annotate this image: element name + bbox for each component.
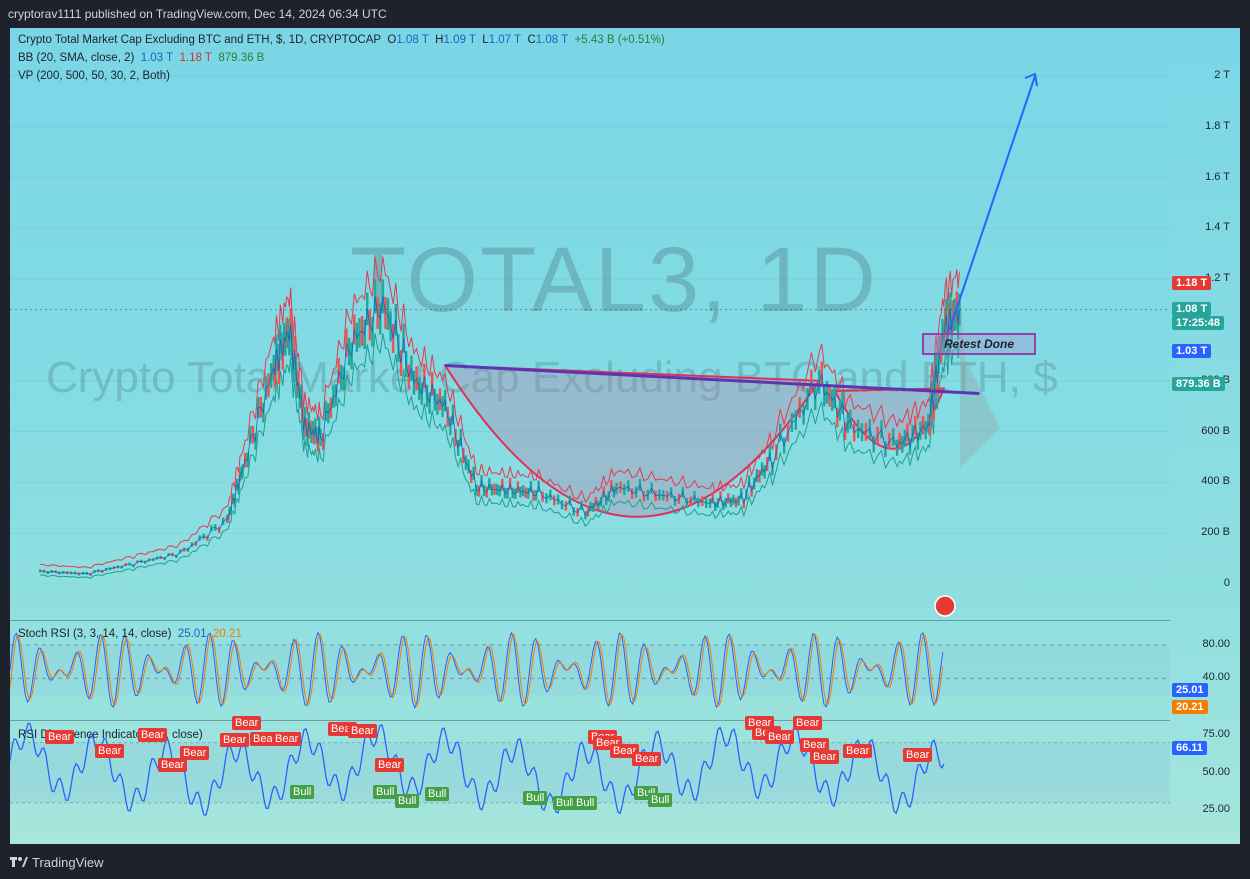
legend-o-label: O xyxy=(387,34,397,46)
bear-signal-label: Bear xyxy=(765,730,795,744)
legend-c-label: C xyxy=(527,34,536,46)
bear-signal-label: Bear xyxy=(375,758,405,772)
legend-l-label: L xyxy=(482,34,489,46)
bb-lower-line xyxy=(39,333,960,579)
bull-signal-label: Bull xyxy=(573,796,598,810)
projection-arrow-head-icon xyxy=(1024,72,1038,87)
bear-signal-label: Bear xyxy=(903,748,933,762)
bull-signal-label: Bull xyxy=(523,791,548,805)
indicator-badge: 66.11 xyxy=(1172,740,1207,755)
bear-signal-label: Bear xyxy=(632,752,662,766)
rsi-tick-label: 25.00 xyxy=(1202,803,1230,816)
bear-signal-label: Bear xyxy=(45,730,75,744)
price-series-line xyxy=(39,296,960,575)
price-tick-label: 1.2 T xyxy=(1205,272,1230,285)
price-tick-label: 2.2 T xyxy=(1205,18,1230,31)
bear-signal-label: Bear xyxy=(138,728,168,742)
stoch-tick-label: 40.00 xyxy=(1202,671,1230,684)
bear-signal-label: Bear xyxy=(843,744,873,758)
watermark-symbol: TOTAL3, 1D xyxy=(350,229,878,331)
bull-signal-label: Bull xyxy=(395,794,420,808)
bull-signal-label: Bull xyxy=(648,793,673,807)
legend-bb-upper: 1.18 T xyxy=(179,52,212,64)
legend-bb-basis: 1.03 T xyxy=(140,52,174,64)
legend-h-label: H xyxy=(435,34,444,46)
rsi-tick-label: 50.00 xyxy=(1202,765,1230,778)
pane-separator-rsi[interactable] xyxy=(10,720,1170,721)
indicator-badge: 20.21 xyxy=(1172,700,1208,714)
bull-signal-label: Bull xyxy=(373,785,398,799)
legend-stoch: Stoch RSI (3, 3, 14, 14, close) 25.01 20… xyxy=(18,628,242,640)
price-tick-label: 600 B xyxy=(1201,424,1230,437)
rsi-tick-label: 75.00 xyxy=(1202,728,1230,741)
price-tick-label: 200 B xyxy=(1201,526,1230,539)
bear-signal-label: Bear xyxy=(95,744,125,758)
pane-separator-stoch[interactable] xyxy=(10,620,1170,621)
bull-signal-label: Bull xyxy=(290,785,315,799)
legend-bb-title: BB (20, SMA, close, 2) xyxy=(18,52,135,64)
legend-high: 1.09 T xyxy=(443,34,476,46)
stoch-tick-label: 80.00 xyxy=(1202,637,1230,650)
bear-signal-label: Bear xyxy=(610,744,640,758)
price-badge: 1.18 T xyxy=(1172,276,1212,291)
price-tick-label: 400 B xyxy=(1201,475,1230,488)
bull-signal-label: Bull xyxy=(553,796,578,810)
legend-bb: BB (20, SMA, close, 2) 1.03 T 1.18 T 879… xyxy=(18,52,264,64)
bull-signal-label: Bull xyxy=(425,787,450,801)
indicator-badge: 25.01 xyxy=(1172,683,1208,697)
candle-0 xyxy=(38,569,42,573)
legend-open: 1.08 T xyxy=(396,34,429,46)
footer-brand: TradingView xyxy=(32,855,104,870)
bear-signal-label: Bear xyxy=(180,746,210,760)
bear-signal-label: Bear xyxy=(810,750,840,764)
legend-change: +5.43 B (+0.51%) xyxy=(574,34,665,46)
legend-main: Crypto Total Market Cap Excluding BTC an… xyxy=(18,34,665,46)
price-badge: 1.08 T xyxy=(1172,301,1212,316)
volume-profile xyxy=(960,288,1000,468)
projection-arrow xyxy=(948,75,1036,331)
publish-info: cryptorav1111 published on TradingView.c… xyxy=(8,7,387,21)
bear-signal-label: Bear xyxy=(348,724,378,738)
price-tick-label: 0 xyxy=(1223,577,1230,589)
legend-bb-lower: 879.36 B xyxy=(218,52,265,64)
price-tick-label: 2 T xyxy=(1214,69,1230,81)
bear-signal-label: Bear xyxy=(250,732,280,746)
bb-upper-line xyxy=(39,256,960,569)
price-tick-label: 1.6 T xyxy=(1205,170,1230,183)
stoch-d-line xyxy=(10,632,944,708)
price-badge: 1.03 T xyxy=(1172,344,1212,359)
price-tick-label: 1.8 T xyxy=(1205,119,1230,132)
price-badge: 879.36 B xyxy=(1172,376,1225,391)
neckline xyxy=(445,364,980,395)
legend-title: Crypto Total Market Cap Excluding BTC an… xyxy=(18,34,382,46)
bear-signal-label: Bear xyxy=(158,758,188,772)
us-flag-icon xyxy=(934,595,956,617)
watermark-name: Crypto Total Market Cap Excluding BTC an… xyxy=(46,353,1058,402)
bear-signal-label: Bear xyxy=(272,732,302,746)
bear-signal-label: Bear xyxy=(800,738,830,752)
bear-signal-label: Bear xyxy=(793,716,823,730)
legend-vp: VP (200, 500, 50, 30, 2, Both) xyxy=(18,70,170,82)
legend-stoch-d: 20.21 xyxy=(212,628,242,640)
chart-svg[interactable] xyxy=(10,28,1170,844)
chart-area[interactable]: TOTAL3, 1D Crypto Total Market Cap Exclu… xyxy=(10,28,1170,844)
legend-stoch-title: Stoch RSI (3, 3, 14, 14, close) xyxy=(18,628,172,640)
annotation-retest[interactable]: Retest Done xyxy=(922,333,1036,355)
footer: TradingView xyxy=(0,846,1250,879)
legend-low: 1.07 T xyxy=(488,34,522,46)
price-tick-label: 1.4 T xyxy=(1205,221,1230,234)
bear-signal-label: Bear xyxy=(220,733,250,747)
legend-close: 1.08 T xyxy=(535,34,569,46)
bear-signal-label: Bear xyxy=(232,716,262,730)
legend-stoch-k: 25.01 xyxy=(177,628,207,640)
tradingview-logo-icon xyxy=(10,857,28,867)
price-badge: 17:25:48 xyxy=(1172,315,1225,330)
